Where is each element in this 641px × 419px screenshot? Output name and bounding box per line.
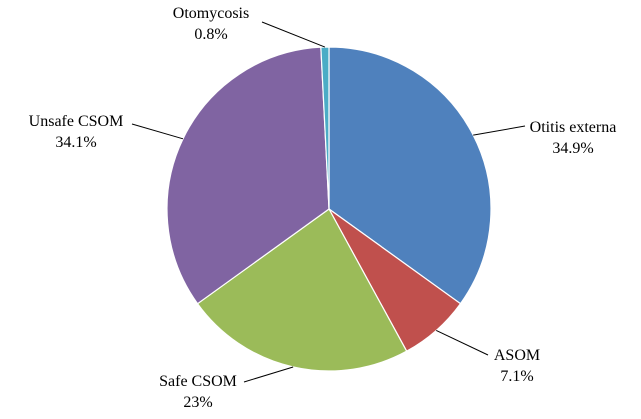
label-value-asom: 7.1% (500, 368, 533, 385)
label-value-otitis-externa: 34.9% (552, 140, 593, 157)
label-value-unsafe-csom: 34.1% (55, 134, 96, 151)
leader-line-otitis-externa (473, 125, 526, 136)
label-value-otomycosis: 0.8% (194, 26, 227, 43)
data-labels: Otitis externa 34.9% ASOM 7.1% Safe CSOM 23% U… (29, 5, 617, 411)
leader-line-otomycosis (261, 21, 326, 48)
label-value-safe-csom: 23% (183, 394, 212, 411)
label-name-otomycosis: Otomycosis (173, 5, 249, 22)
pie-slices (166, 46, 492, 372)
label-name-safe-csom: Safe CSOM (159, 373, 237, 390)
slice-safe-csom (196, 208, 408, 372)
leader-line-unsafe-csom (131, 123, 184, 140)
label-name-unsafe-csom: Unsafe CSOM (29, 113, 124, 130)
leader-line-asom (436, 329, 489, 356)
label-name-otitis-externa: Otitis externa (530, 119, 617, 136)
slice-unsafe-csom (166, 46, 330, 305)
label-name-asom: ASOM (494, 347, 540, 364)
leader-line-safe-csom (243, 366, 294, 383)
leader-lines (131, 21, 526, 383)
